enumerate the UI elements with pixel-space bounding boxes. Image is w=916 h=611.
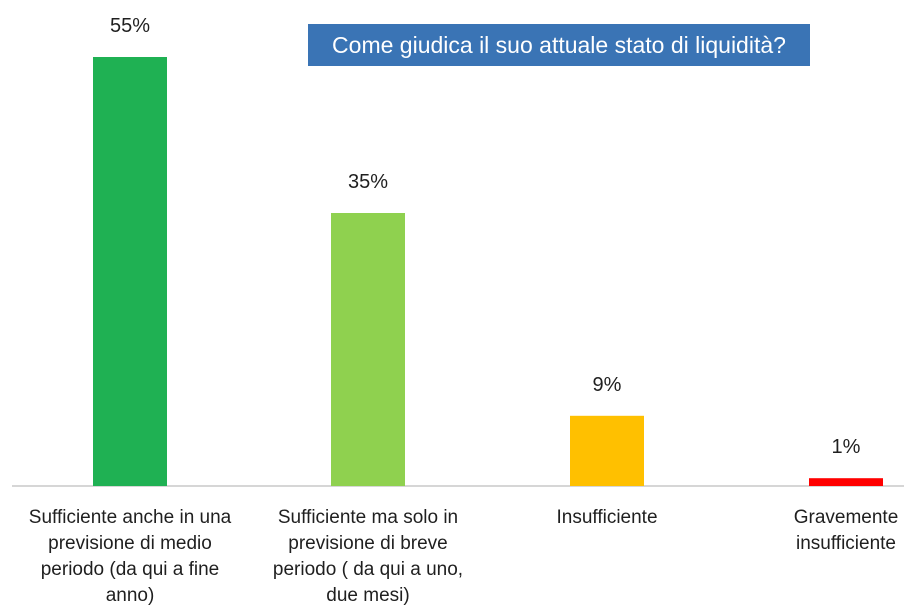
category-label-breve-periodo: Sufficiente ma solo in previsione di bre… xyxy=(272,507,464,606)
data-label-medio-periodo: 55% xyxy=(110,15,150,37)
chart-title: Come giudica il suo attuale stato di liq… xyxy=(308,24,810,66)
category-label-medio-periodo: Sufficiente anche in una previsione di m… xyxy=(28,507,232,606)
bar-breve-periodo xyxy=(331,213,405,486)
category-label-insufficiente: Insufficiente xyxy=(556,507,658,528)
data-label-gravemente-insufficiente: 1% xyxy=(832,436,861,458)
data-label-breve-periodo: 35% xyxy=(348,171,388,193)
bar-insufficiente xyxy=(570,415,644,486)
bar-medio-periodo xyxy=(93,57,167,486)
category-label-gravemente-insufficiente: Gravemente insufficiente xyxy=(793,507,899,554)
bar-gravemente-insufficiente xyxy=(809,478,883,486)
data-label-insufficiente: 9% xyxy=(593,374,622,396)
